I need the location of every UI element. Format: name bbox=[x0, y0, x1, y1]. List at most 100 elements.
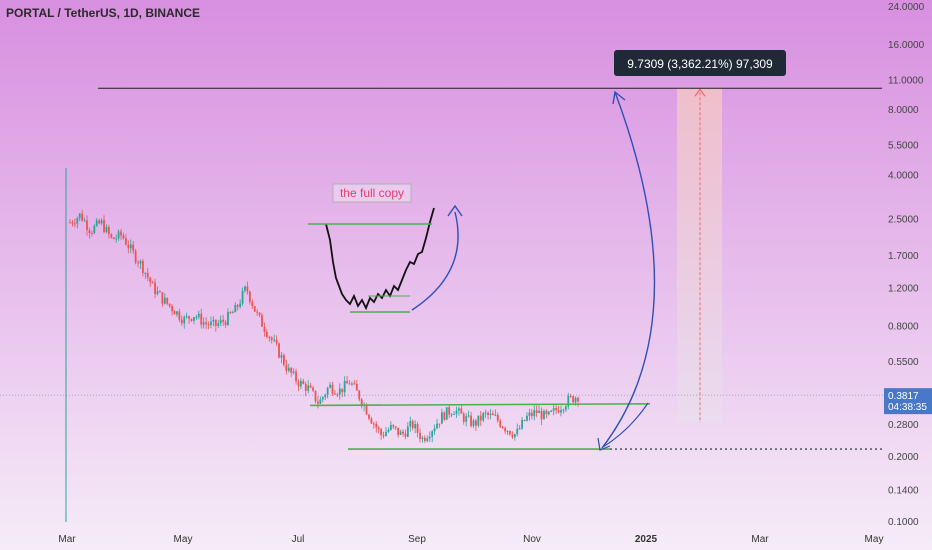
candle-body bbox=[239, 303, 242, 307]
candle-body bbox=[173, 311, 176, 315]
candle-body bbox=[95, 220, 98, 226]
target-arrowhead bbox=[612, 90, 626, 105]
candle-body bbox=[202, 322, 205, 325]
candle-body bbox=[156, 291, 159, 295]
candle-body bbox=[346, 380, 348, 384]
candle-body bbox=[492, 413, 494, 416]
candle-body bbox=[98, 220, 101, 224]
candle-body bbox=[229, 312, 232, 314]
candle-body bbox=[358, 390, 361, 400]
candle-body bbox=[501, 426, 504, 428]
candle-body bbox=[530, 412, 533, 417]
copy-arrow bbox=[411, 211, 459, 311]
candle-body bbox=[368, 414, 370, 419]
candle-body bbox=[197, 313, 200, 317]
candle-body bbox=[69, 222, 71, 224]
candle-body bbox=[120, 231, 122, 236]
candle-body bbox=[163, 297, 166, 304]
candle-body bbox=[394, 426, 397, 428]
retest-arrow bbox=[602, 402, 649, 448]
candle-body bbox=[414, 424, 417, 429]
candle-body bbox=[360, 399, 363, 406]
candle-body bbox=[319, 399, 322, 404]
y-tick-label: 0.1000 bbox=[888, 517, 919, 528]
candle-body bbox=[273, 339, 276, 341]
time-axis: Mar May Jul Sep Nov 2025 Mar May bbox=[58, 534, 883, 545]
y-tick-label: 16.0000 bbox=[888, 40, 925, 51]
candle-body bbox=[244, 286, 246, 291]
candle-body bbox=[372, 423, 375, 425]
measure-label-text: 9.7309 (3,362.21%) 97,309 bbox=[627, 57, 773, 71]
x-tick-label: Sep bbox=[408, 534, 426, 545]
measure-label: 9.7309 (3,362.21%) 97,309 bbox=[614, 50, 786, 76]
candle-body bbox=[445, 407, 448, 420]
candle-body bbox=[304, 383, 307, 391]
candle-body bbox=[416, 424, 419, 433]
candle-body bbox=[217, 323, 220, 326]
candle-body bbox=[195, 316, 198, 318]
candle-body bbox=[329, 384, 331, 388]
candle-body bbox=[93, 225, 96, 234]
candle-body bbox=[385, 431, 387, 436]
candle-body bbox=[234, 305, 237, 313]
candle-body bbox=[83, 220, 86, 222]
candle-body bbox=[205, 322, 208, 325]
candle-body bbox=[86, 220, 88, 231]
candle-body bbox=[90, 232, 93, 234]
candle-body bbox=[210, 321, 212, 326]
candle-body bbox=[78, 213, 81, 219]
candle-body bbox=[569, 395, 572, 397]
candle-body bbox=[307, 385, 310, 391]
y-tick-label: 0.1400 bbox=[888, 485, 919, 496]
candle-body bbox=[297, 381, 300, 387]
candle-body bbox=[178, 311, 181, 320]
candle-body bbox=[506, 430, 509, 432]
candle-body bbox=[543, 410, 545, 420]
candle-body bbox=[475, 420, 477, 426]
candle-body bbox=[482, 413, 485, 421]
candle-body bbox=[555, 408, 558, 411]
candle-body bbox=[511, 434, 514, 438]
candle-body bbox=[552, 408, 555, 411]
candle-body bbox=[268, 336, 271, 338]
candle-body bbox=[151, 282, 154, 284]
candle-body bbox=[110, 234, 113, 238]
candle-body bbox=[499, 420, 502, 427]
candle-body bbox=[275, 339, 278, 344]
candle-body bbox=[309, 385, 312, 388]
candle-body bbox=[343, 380, 346, 393]
candle-body bbox=[504, 427, 506, 432]
candle-body bbox=[71, 222, 74, 224]
candle-body bbox=[139, 260, 142, 264]
annotation-box bbox=[332, 183, 412, 203]
candle-body bbox=[431, 431, 434, 437]
candle-body bbox=[516, 428, 519, 435]
candle-body bbox=[287, 367, 290, 371]
candle-body bbox=[440, 412, 443, 424]
candle-body bbox=[419, 432, 421, 440]
y-tick-label: 5.5000 bbox=[888, 140, 919, 151]
candle-body bbox=[411, 421, 414, 429]
measure-label-bg bbox=[614, 50, 786, 76]
candle-body bbox=[73, 223, 76, 225]
x-tick-label: May bbox=[865, 534, 884, 545]
countdown-value: 04:38:35 bbox=[888, 402, 927, 413]
candle-body bbox=[426, 438, 429, 441]
candle-body bbox=[557, 410, 560, 413]
copy-arrowhead bbox=[447, 204, 463, 217]
candle-body bbox=[251, 301, 254, 307]
retest-arrowhead bbox=[597, 437, 611, 451]
candle-body bbox=[404, 433, 407, 437]
candle-body bbox=[176, 311, 178, 315]
candle-body bbox=[200, 313, 203, 325]
candles bbox=[69, 209, 579, 444]
y-tick-label: 8.0000 bbox=[888, 105, 919, 116]
candle-body bbox=[190, 318, 193, 321]
candle-body bbox=[448, 407, 451, 415]
candle-body bbox=[317, 401, 319, 404]
candle-body bbox=[107, 226, 110, 235]
candle-body bbox=[171, 305, 173, 312]
candle-body bbox=[402, 431, 404, 434]
